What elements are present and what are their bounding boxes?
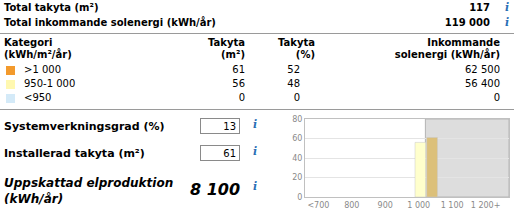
html-text:950-1 000: 950-1 000 (24, 78, 76, 89)
html-text:52: 52 (287, 64, 300, 75)
html-text:i: i (253, 180, 258, 193)
svg-text:1 000: 1 000 (407, 201, 430, 210)
html-text:Kategori: Kategori (4, 37, 53, 48)
html-text:i: i (505, 16, 510, 29)
html-text:Uppskattad elproduktion: Uppskattad elproduktion (4, 176, 174, 190)
html-text:solenergi (kWh/år): solenergi (kWh/år) (394, 49, 500, 60)
html-text:i: i (253, 145, 258, 158)
html-text:Installerad takyta (m²): Installerad takyta (m²) (4, 147, 145, 160)
html-text:(kWh/m²/år): (kWh/m²/år) (4, 49, 72, 60)
html-text:62 500: 62 500 (465, 64, 500, 75)
html-text:48: 48 (287, 78, 300, 89)
html-text:56 400: 56 400 (465, 78, 500, 89)
html-text:Systemverkningsgrad (%): Systemverkningsgrad (%) (4, 120, 165, 133)
svg-text:800: 800 (344, 201, 359, 210)
html-text:<950: <950 (24, 92, 52, 103)
svg-text:900: 900 (378, 201, 393, 210)
html-text:Takyta: Takyta (208, 37, 245, 48)
svg-text:<700: <700 (307, 201, 329, 210)
html-text:61: 61 (223, 148, 236, 159)
html-text:i: i (253, 118, 258, 131)
html-text:>1 000: >1 000 (24, 64, 61, 75)
html-text:0: 0 (293, 92, 300, 103)
svg-text:60: 60 (292, 134, 302, 143)
html-text:119 000: 119 000 (444, 17, 490, 28)
svg-text:20: 20 (292, 173, 302, 182)
html-text:0: 0 (493, 92, 500, 103)
html-text:Total inkommande solenergi (kW: Total inkommande solenergi (kWh/år) (4, 17, 216, 28)
svg-text:40: 40 (292, 154, 302, 163)
html-text:Takyta: Takyta (278, 37, 315, 48)
svg-text:1 200+: 1 200+ (471, 201, 501, 210)
html-text:0: 0 (238, 92, 245, 103)
html-text:117: 117 (469, 2, 490, 13)
svg-text:1 100: 1 100 (441, 201, 464, 210)
html-text:i: i (505, 1, 510, 14)
html-text:56: 56 (232, 78, 245, 89)
html-text:61: 61 (232, 64, 245, 75)
html-text:(kWh/år): (kWh/år) (4, 192, 64, 206)
html-text:13: 13 (223, 121, 236, 132)
svg-text:0: 0 (297, 193, 302, 202)
svg-text:80: 80 (292, 115, 302, 124)
html-text:Inkommande: Inkommande (427, 37, 500, 48)
html-text:8 100: 8 100 (190, 180, 241, 199)
html-text:Total takyta (m²): Total takyta (m²) (4, 2, 99, 13)
html-text:(m²): (m²) (221, 49, 245, 60)
